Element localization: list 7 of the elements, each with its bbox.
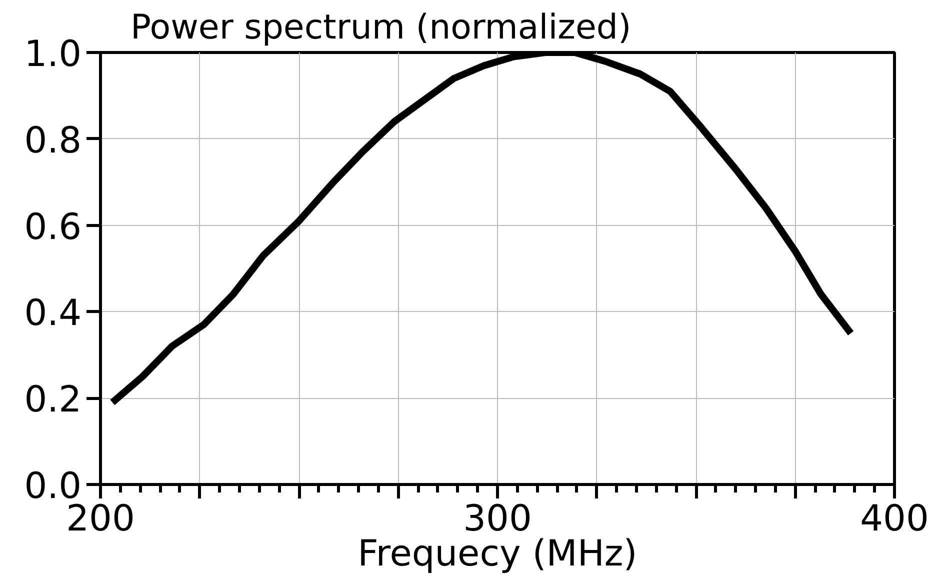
chart-title: Power spectrum (normalized) (130, 8, 632, 48)
y-tick-label: 0.2 (24, 380, 82, 421)
x-tick-label: 400 (860, 498, 929, 540)
y-tick-label: 0.4 (24, 293, 82, 334)
y-tick-label: 1.0 (24, 34, 82, 75)
y-tick-label: 0.8 (24, 120, 82, 162)
y-tick-label: 0.6 (24, 206, 82, 248)
